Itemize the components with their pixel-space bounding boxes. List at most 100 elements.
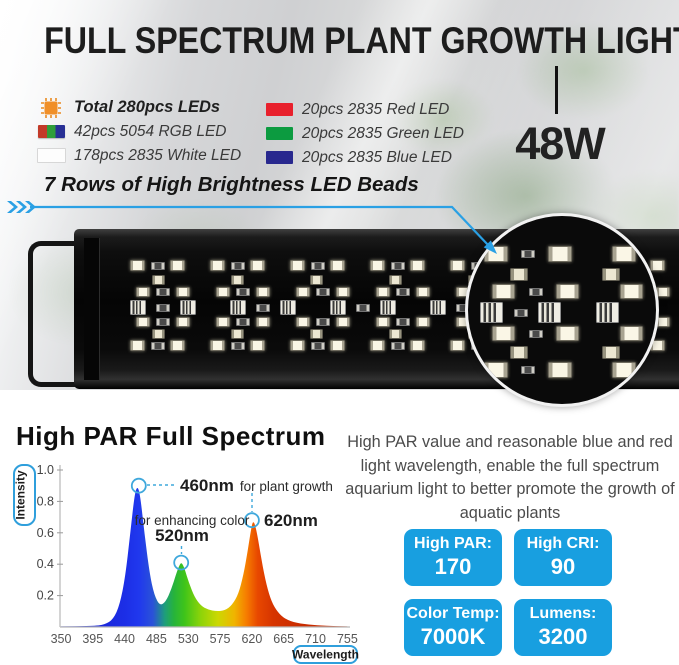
led-chip <box>556 284 579 299</box>
legend-left: Total 280pcs LEDs 42pcs 5054 RGB LED 178… <box>34 97 241 172</box>
wattage-pointer-line <box>555 66 558 114</box>
led-chip <box>210 340 225 351</box>
red-swatch-icon <box>262 103 296 116</box>
mounting-bracket <box>28 241 80 387</box>
led-chip <box>602 268 620 281</box>
peak-marker-blue <box>130 477 147 494</box>
led-chip <box>370 340 385 351</box>
svg-text:710: 710 <box>305 632 326 646</box>
resistor-chip <box>150 261 165 270</box>
resistor-chip <box>150 341 165 350</box>
led-chip <box>380 300 396 315</box>
led-chip <box>484 362 508 378</box>
led-chip <box>330 260 345 271</box>
led-chip <box>170 260 185 271</box>
led-chip <box>548 362 572 378</box>
axes <box>59 465 350 628</box>
svg-text:350: 350 <box>51 632 72 646</box>
resistor-chip <box>156 288 170 296</box>
led-chip <box>310 275 323 285</box>
resistor-chip <box>316 288 330 296</box>
svg-text:395: 395 <box>82 632 103 646</box>
led-chip <box>152 275 165 285</box>
resistor-chip <box>528 329 543 338</box>
resistor-chip <box>310 341 325 350</box>
led-chip <box>620 284 643 299</box>
led-chip <box>492 284 515 299</box>
led-chip <box>250 340 265 351</box>
resistor-chip <box>390 261 405 270</box>
resistor-chip <box>396 288 410 296</box>
resistor-chip <box>316 318 330 326</box>
led-chip-icon <box>34 97 68 119</box>
led-chip <box>510 268 528 281</box>
led-chip <box>130 300 146 315</box>
resistor-chip <box>513 308 528 317</box>
led-chip <box>280 300 296 315</box>
badge-color-temp: Color Temp: 7000K <box>404 599 502 656</box>
led-chip <box>602 346 620 359</box>
rows-caption: 7 Rows of High Brightness LED Beads <box>44 173 419 196</box>
led-chip <box>410 260 425 271</box>
led-chip <box>250 260 265 271</box>
led-chip <box>389 275 402 285</box>
led-chip <box>548 246 572 262</box>
led-chip <box>330 300 346 315</box>
resistor-chip <box>310 261 325 270</box>
svg-text:0.4: 0.4 <box>37 557 54 571</box>
led-chip <box>290 340 305 351</box>
led-chip <box>416 317 430 327</box>
annotation-620nm: 620nm <box>264 511 318 530</box>
magnifier-circle <box>465 213 659 407</box>
svg-text:620: 620 <box>241 632 262 646</box>
svg-text:665: 665 <box>273 632 294 646</box>
resistor-chip <box>390 341 405 350</box>
legend-label: 42pcs 5054 RGB LED <box>74 122 227 140</box>
annotation-enhancing-color: for enhancing color <box>135 513 250 528</box>
led-chip <box>210 260 225 271</box>
svg-text:Intensity: Intensity <box>14 470 28 520</box>
led-chip <box>230 300 246 315</box>
led-chip <box>656 287 670 297</box>
led-chip <box>170 340 185 351</box>
legend-item-green: 20pcs 2835 Green LED <box>262 124 464 142</box>
chart-title: High PAR Full Spectrum <box>16 421 326 451</box>
peak-marker-green <box>173 554 190 571</box>
svg-text:530: 530 <box>178 632 199 646</box>
annotation-520nm: 520nm <box>155 526 209 545</box>
badge-label: Color Temp: <box>406 605 500 622</box>
led-chip <box>376 287 390 297</box>
resistor-chip <box>396 318 410 326</box>
description-text: High PAR value and reasonable blue and r… <box>345 433 675 522</box>
led-chip <box>596 302 619 323</box>
led-chip <box>510 346 528 359</box>
led-chip <box>296 317 310 327</box>
led-chip <box>410 340 425 351</box>
svg-text:Wavelength: Wavelength <box>292 648 359 662</box>
led-chip <box>330 340 345 351</box>
legend-item-white: 178pcs 2835 White LED <box>34 147 241 164</box>
annotation-460nm: 460nm for plant growth <box>180 476 333 495</box>
led-chip <box>296 287 310 297</box>
spectrum-chart: 1.0 0.8 0.6 0.4 0.2 350 395 440 485 530 … <box>13 463 359 664</box>
led-chip <box>231 329 244 339</box>
led-chip <box>256 317 270 327</box>
badge-label: High CRI: <box>526 535 600 552</box>
led-chip <box>136 317 150 327</box>
svg-text:0.2: 0.2 <box>37 589 54 603</box>
led-chip <box>290 260 305 271</box>
badge-value: 90 <box>550 554 576 579</box>
led-chip <box>450 340 465 351</box>
led-chip <box>650 260 665 271</box>
legend-item-blue: 20pcs 2835 Blue LED <box>262 149 464 166</box>
svg-text:1.0: 1.0 <box>37 463 54 477</box>
resistor-chip <box>236 288 250 296</box>
led-chip <box>130 340 145 351</box>
y-tick-marks <box>57 469 63 597</box>
resistor-chip <box>256 303 270 312</box>
x-axis-labels: 350 395 440 485 530 575 620 665 710 755 <box>51 632 358 646</box>
legend-label: 20pcs 2835 Green LED <box>302 124 464 142</box>
led-chip <box>231 275 244 285</box>
svg-text:0.6: 0.6 <box>37 526 54 540</box>
legend-item-total: Total 280pcs LEDs <box>34 97 241 118</box>
